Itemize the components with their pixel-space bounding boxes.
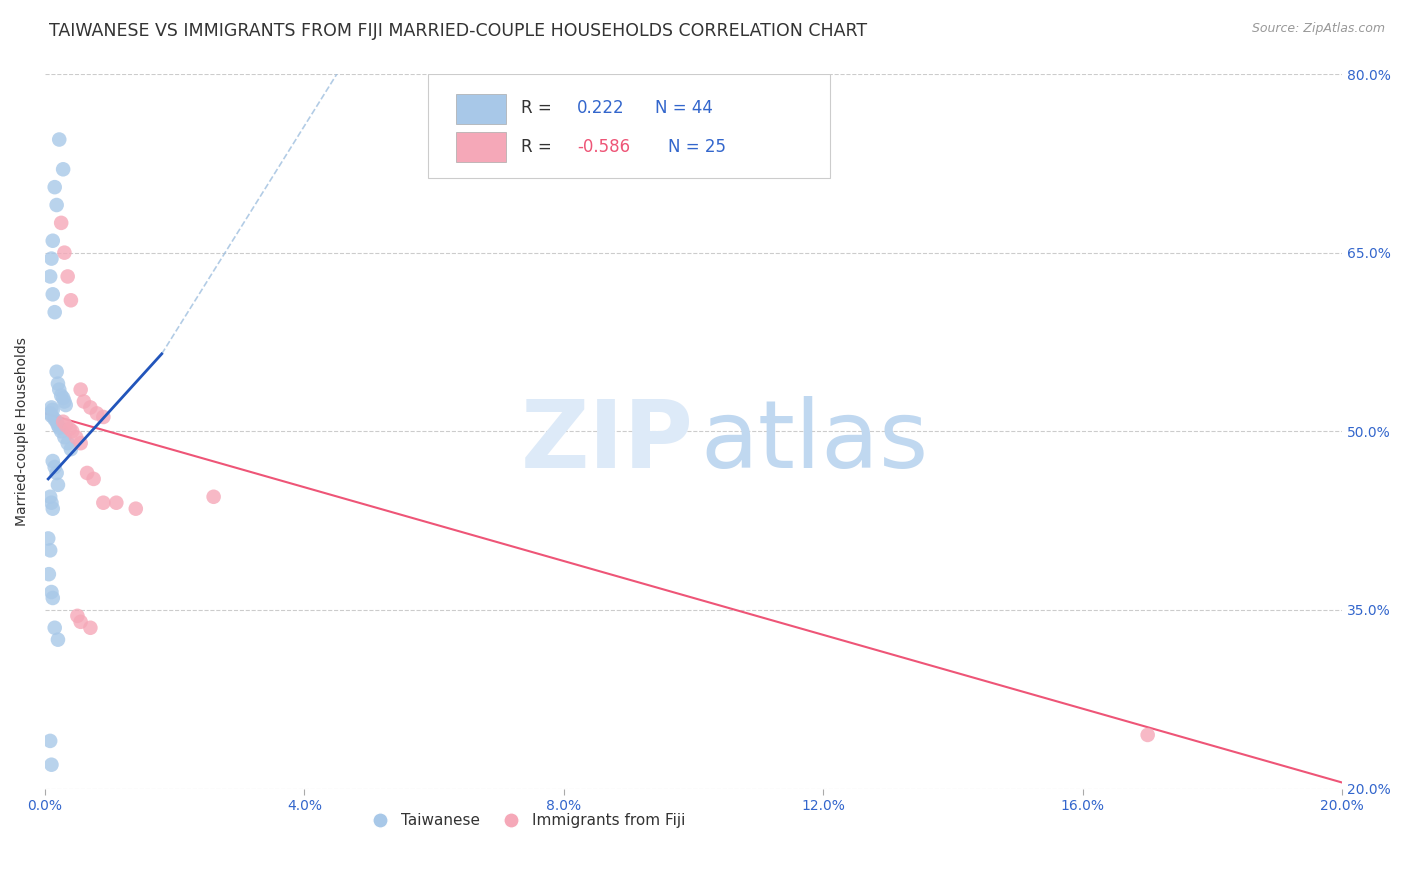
Point	[44, 305, 66, 319]
Point	[69, 383, 91, 397]
Point	[79, 401, 101, 415]
Point	[44, 412, 66, 426]
Point	[1136, 728, 1159, 742]
Point	[42, 234, 65, 248]
Point	[42, 287, 65, 301]
Point	[44, 460, 66, 475]
Point	[60, 424, 83, 438]
Point	[42, 454, 65, 468]
Text: N = 25: N = 25	[668, 138, 725, 156]
Point	[41, 585, 63, 599]
Point	[79, 621, 101, 635]
Point	[51, 388, 73, 402]
Point	[52, 162, 75, 177]
Point	[41, 252, 63, 266]
Point	[41, 409, 63, 423]
Point	[42, 402, 65, 417]
Point	[46, 478, 69, 492]
Text: Source: ZipAtlas.com: Source: ZipAtlas.com	[1251, 22, 1385, 36]
Point	[45, 365, 67, 379]
Point	[66, 608, 89, 623]
Y-axis label: Married-couple Households: Married-couple Households	[15, 337, 30, 525]
Point	[39, 406, 62, 420]
Point	[45, 466, 67, 480]
Point	[41, 757, 63, 772]
Point	[46, 418, 69, 433]
Point	[41, 496, 63, 510]
Legend: Taiwanese, Immigrants from Fiji: Taiwanese, Immigrants from Fiji	[359, 807, 692, 835]
Point	[53, 394, 76, 409]
Point	[56, 269, 79, 284]
Point	[37, 532, 59, 546]
Point	[44, 180, 66, 194]
Point	[202, 490, 225, 504]
Point	[105, 496, 128, 510]
Point	[45, 415, 67, 429]
Point	[59, 293, 82, 308]
Text: N = 44: N = 44	[655, 99, 713, 118]
Point	[46, 376, 69, 391]
Point	[86, 406, 108, 420]
Point	[42, 501, 65, 516]
Point	[38, 567, 60, 582]
Point	[44, 621, 66, 635]
Point	[41, 401, 63, 415]
Text: -0.586: -0.586	[576, 138, 630, 156]
Point	[52, 391, 75, 405]
Point	[53, 430, 76, 444]
Point	[39, 269, 62, 284]
Point	[93, 496, 115, 510]
FancyBboxPatch shape	[427, 74, 830, 178]
Point	[55, 398, 77, 412]
Point	[51, 424, 73, 438]
FancyBboxPatch shape	[456, 94, 506, 124]
Point	[39, 543, 62, 558]
Point	[69, 615, 91, 629]
Text: TAIWANESE VS IMMIGRANTS FROM FIJI MARRIED-COUPLE HOUSEHOLDS CORRELATION CHART: TAIWANESE VS IMMIGRANTS FROM FIJI MARRIE…	[49, 22, 868, 40]
Point	[48, 383, 70, 397]
Point	[76, 466, 98, 480]
Point	[52, 415, 75, 429]
Point	[39, 734, 62, 748]
Text: R =: R =	[522, 138, 557, 156]
Point	[48, 420, 70, 434]
Text: ZIP: ZIP	[520, 396, 693, 488]
FancyBboxPatch shape	[456, 132, 506, 162]
Text: 0.222: 0.222	[576, 99, 624, 118]
Point	[53, 245, 76, 260]
Point	[125, 501, 148, 516]
Point	[46, 632, 69, 647]
Point	[45, 198, 67, 212]
Point	[65, 430, 87, 444]
Point	[56, 436, 79, 450]
Text: R =: R =	[522, 99, 557, 118]
Point	[51, 216, 73, 230]
Point	[42, 591, 65, 605]
Point	[73, 394, 96, 409]
Point	[83, 472, 105, 486]
Point	[59, 442, 82, 457]
Point	[39, 490, 62, 504]
Point	[59, 422, 82, 436]
Text: atlas: atlas	[700, 396, 928, 488]
Point	[48, 132, 70, 146]
Point	[55, 418, 77, 433]
Point	[69, 436, 91, 450]
Point	[93, 409, 115, 424]
